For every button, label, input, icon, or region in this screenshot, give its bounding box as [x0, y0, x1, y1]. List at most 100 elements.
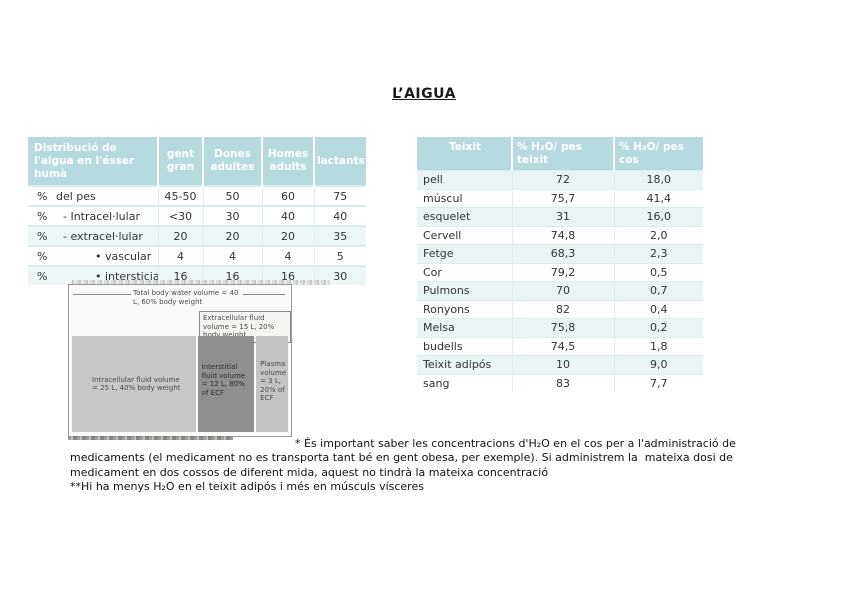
scan-artifact-top [72, 280, 330, 285]
table-cell: 72 [511, 170, 614, 189]
percent-sign: % [37, 249, 48, 263]
table-cell: 70 [511, 281, 614, 300]
row-label-text: - Intracel·lular [63, 209, 140, 223]
row-label: % - extracel·lular [28, 225, 158, 246]
row-label: % • vascular [28, 245, 158, 266]
table-cell: 60 [261, 185, 314, 206]
table-cell: 2,0 [613, 225, 703, 245]
table-cell: 30 [202, 205, 262, 226]
table-cell: 0,2 [613, 318, 703, 337]
table-cell: 75,8 [511, 318, 614, 337]
table-cell: 40 [261, 205, 314, 226]
table-cell: 75,7 [511, 188, 614, 208]
interstitial-fluid-box: Interstitial fluid volume = 12 L, 80% of… [197, 336, 255, 432]
table-row: % del pes 45-50 50 60 75 [28, 185, 366, 206]
table-cell: 0,7 [613, 281, 703, 300]
table-cell: 4 [157, 245, 203, 266]
table-cell: 74,5 [511, 336, 614, 356]
row-label-text: del pes [56, 189, 96, 203]
table-cell: 9,0 [613, 355, 703, 374]
scan-artifact-bottom [68, 436, 233, 440]
interstitial-fluid-label: Interstitial fluid volume = 12 L, 80% of… [201, 363, 246, 397]
tissue-name: Cervell [417, 225, 512, 245]
table-row: pell 72 18,0 [417, 170, 703, 189]
table-cell: 68,3 [511, 244, 614, 263]
pointer-line-right [243, 294, 285, 295]
row-label-text: • vascular [95, 249, 152, 263]
tissue-name: Cor [417, 262, 512, 282]
tissue-name: Melsa [417, 318, 512, 337]
percent-sign: % [37, 229, 48, 243]
table-cell: 82 [511, 299, 614, 319]
table-header-row: Teixit % H₂O/ pes teixit % H₂O/ pes cos [417, 137, 703, 171]
table-row: sang 83 7,7 [417, 373, 703, 392]
table-row: Teixit adipós 10 9,0 [417, 355, 703, 374]
tissue-name: Ronyons [417, 299, 512, 319]
table-cell: 75 [313, 185, 366, 206]
table-cell: 31 [511, 207, 614, 226]
footnote-adipose: **Hi ha menys H₂O en el teixit adipós i … [70, 480, 424, 494]
footnotes: * És important saber les concentracions … [70, 437, 770, 495]
percent-sign: % [37, 209, 48, 223]
water-distribution-table: Distribució de l'aigua en l'ésser humà g… [28, 137, 366, 285]
table-cell: 10 [511, 355, 614, 374]
tissue-name: sang [417, 373, 512, 392]
table-row: Cor 79,2 0,5 [417, 262, 703, 282]
tissue-name: esquelet [417, 207, 512, 226]
table-cell: 20 [261, 225, 314, 246]
page-title: L’AIGUA [392, 86, 456, 102]
plasma-volume-label: Plasma volume = 3 L, 20% of ECF [260, 360, 286, 402]
row-label: % del pes [28, 185, 158, 206]
row-label-text: - extracel·lular [63, 229, 143, 243]
table-header-row: Distribució de l'aigua en l'ésser humà g… [28, 137, 366, 186]
table-cell: 41,4 [613, 188, 703, 208]
table-cell: 5 [313, 245, 366, 266]
tissue-name: Pulmons [417, 281, 512, 300]
tissue-name: Teixit adipós [417, 355, 512, 374]
tissue-name: múscul [417, 188, 512, 208]
intracellular-fluid-box: Intracellular fluid volume = 25 L, 40% b… [72, 336, 196, 432]
percent-sign: % [37, 189, 48, 203]
header-h2o-pes-teixit: % H₂O/ pes teixit [511, 137, 614, 171]
table-cell: 35 [313, 225, 366, 246]
title-container: L’AIGUA [0, 83, 848, 102]
table-cell: 0,4 [613, 299, 703, 319]
table-cell: 4 [261, 245, 314, 266]
header-dones-adultes: Dones adultes [202, 137, 262, 186]
table-cell: 40 [313, 205, 366, 226]
table-cell: 0,5 [613, 262, 703, 282]
header-lactants: lactants [313, 137, 366, 186]
header-corner-label: Distribució de l'aigua en l'ésser humà [28, 137, 158, 186]
table-cell: <30 [157, 205, 203, 226]
header-gent-gran: gent gran [157, 137, 203, 186]
tissue-name: pell [417, 170, 512, 189]
table-row: % - extracel·lular 20 20 20 35 [28, 225, 366, 246]
table-cell: 20 [157, 225, 203, 246]
row-label: % - Intracel·lular [28, 205, 158, 226]
percent-sign: % [37, 269, 48, 283]
tissue-name: budells [417, 336, 512, 356]
header-h2o-pes-cos: % H₂O/ pes cos [613, 137, 703, 171]
table-cell: 18,0 [613, 170, 703, 189]
table-cell: 79,2 [511, 262, 614, 282]
body-water-compartments-diagram: Total body water volume = 40 L, 60% body… [68, 284, 292, 437]
plasma-volume-box: Plasma volume = 3 L, 20% of ECF [256, 336, 288, 432]
table-cell: 74,8 [511, 225, 614, 245]
header-homes-adults: Homes adults [261, 137, 314, 186]
row-label-text: • intersticial [95, 269, 158, 283]
tissue-name: Fetge [417, 244, 512, 263]
total-body-water-label: Total body water volume = 40 L, 60% body… [133, 289, 239, 306]
table-cell: 2,3 [613, 244, 703, 263]
table-row: esquelet 31 16,0 [417, 207, 703, 226]
table-row: Melsa 75,8 0,2 [417, 318, 703, 337]
table-cell: 50 [202, 185, 262, 206]
table-row: % - Intracel·lular <30 30 40 40 [28, 205, 366, 226]
header-teixit: Teixit [417, 137, 512, 171]
table-cell: 20 [202, 225, 262, 246]
table-cell: 7,7 [613, 373, 703, 392]
footnote-concentrations: * És important saber les concentracions … [70, 437, 740, 479]
tissue-water-table: Teixit % H₂O/ pes teixit % H₂O/ pes cos … [417, 137, 703, 392]
table-cell: 16,0 [613, 207, 703, 226]
intracellular-fluid-label: Intracellular fluid volume = 25 L, 40% b… [92, 375, 181, 393]
